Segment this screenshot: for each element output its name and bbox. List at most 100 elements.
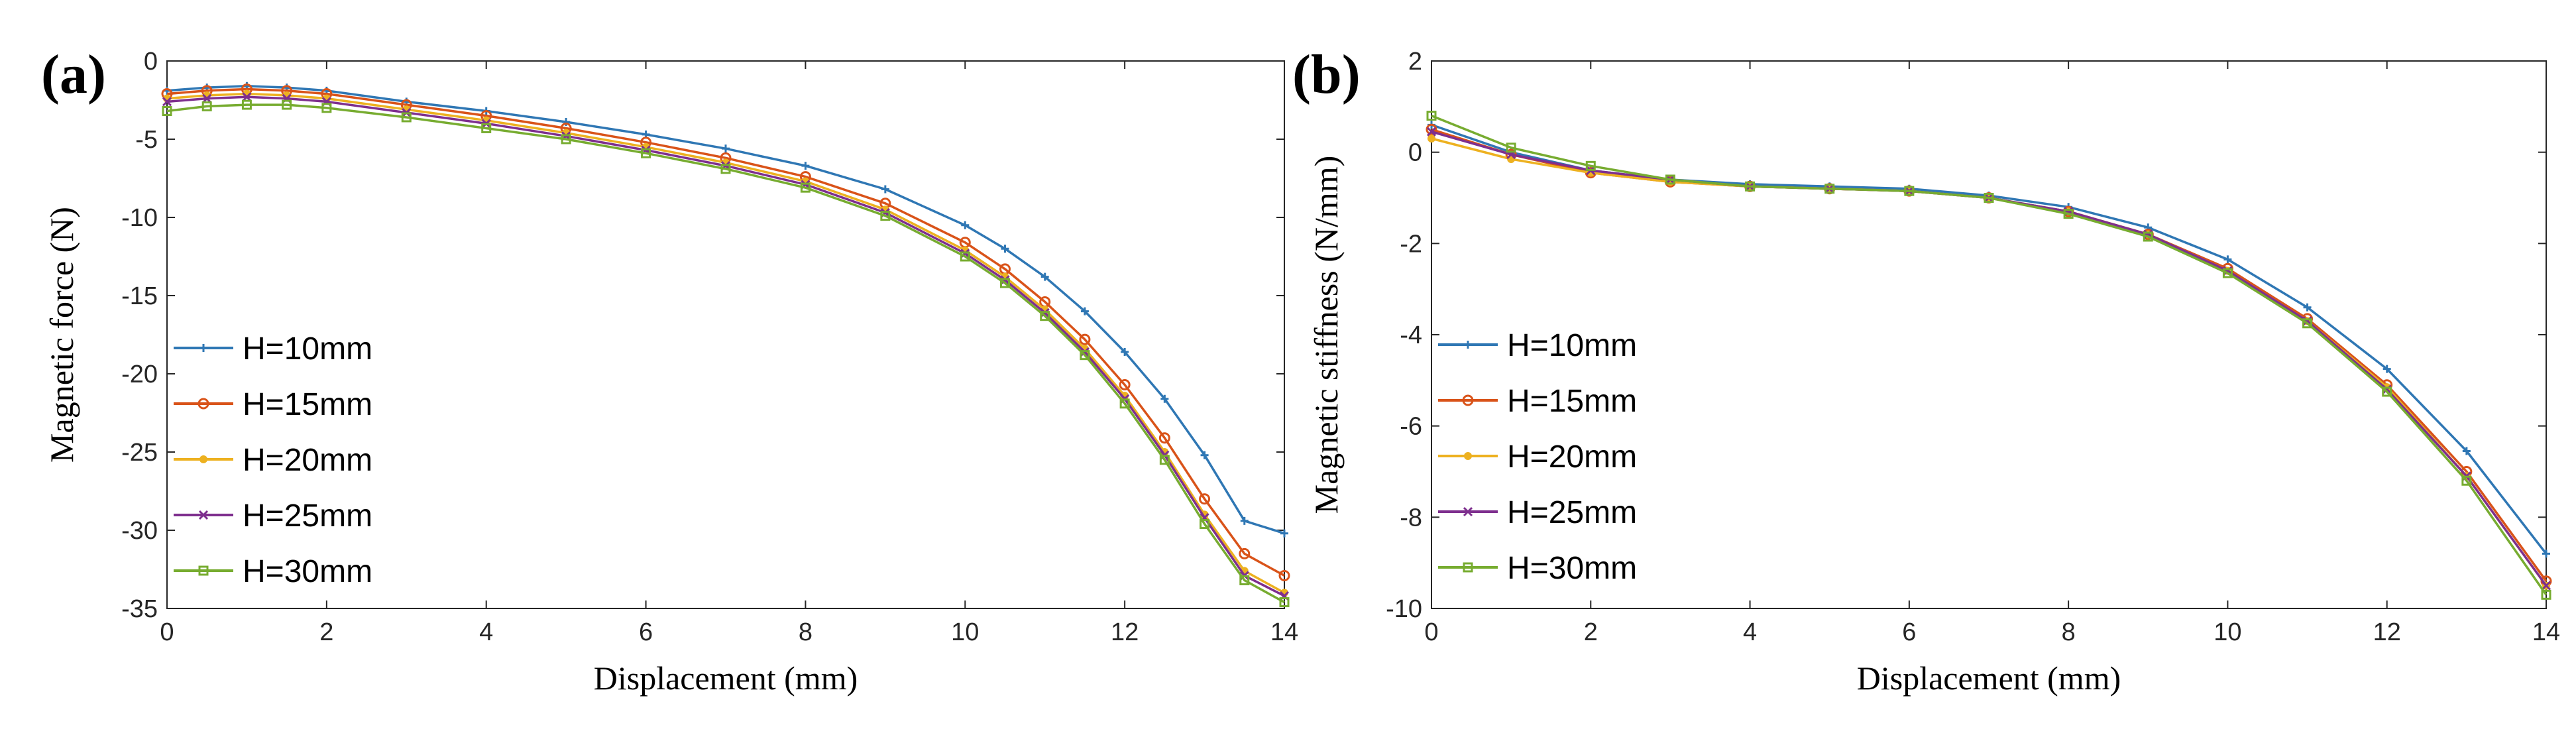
data-point (1119, 379, 1131, 391)
data-point (1279, 597, 1290, 608)
data-point (1159, 455, 1170, 465)
data-point (960, 251, 970, 262)
data-point (1239, 575, 1250, 586)
x-tick-label: 6 (1902, 618, 1916, 646)
x-tick-label: 4 (1743, 618, 1757, 646)
data-point (1824, 184, 1835, 194)
x-tick-label: 6 (639, 618, 653, 646)
chart-panel-b: 0 2 4 6 8 10 12 14 2 0 -2 -4 -6 -8 -10 Displacement (mm… (1292, 44, 2560, 697)
series-H=30mm (162, 99, 1290, 608)
legend-marker (197, 398, 209, 410)
data-point (1585, 160, 1596, 171)
y-tick-label: 2 (1408, 48, 1422, 76)
data-point (961, 221, 970, 229)
data-point (1904, 186, 1915, 196)
data-point (1080, 350, 1090, 361)
x-axis-label: Displacement (mm) (594, 659, 858, 697)
legend-marker (1463, 506, 1473, 517)
x-tick-label: 4 (479, 618, 493, 646)
y-tick-label: -20 (121, 361, 158, 388)
data-point (162, 106, 172, 117)
legend-label: H=10mm (243, 331, 372, 367)
y-tick-label: 0 (144, 48, 158, 76)
data-point (2382, 386, 2392, 397)
data-point (1426, 127, 1437, 137)
legend-label: H=20mm (243, 443, 372, 478)
legend-marker (1462, 394, 1474, 406)
x-tick-label: 10 (951, 618, 979, 646)
panel-label: (b) (1292, 44, 1361, 105)
data-point (481, 123, 492, 133)
data-point (2542, 549, 2550, 558)
y-tick-label: -35 (121, 595, 158, 623)
series-line (166, 87, 1285, 577)
legend-item: H=15mm (174, 387, 372, 422)
y-tick-label: -4 (1400, 321, 1422, 349)
data-point (2303, 303, 2312, 312)
data-point (1426, 111, 1437, 121)
data-point (1745, 181, 1756, 192)
x-tick-label: 2 (1584, 618, 1598, 646)
data-point (1199, 493, 1211, 505)
data-point (2382, 365, 2391, 373)
x-axis-label: Displacement (mm) (1857, 659, 2121, 697)
legend-item: H=20mm (1438, 439, 1637, 475)
data-point (1040, 272, 1049, 281)
x-tick-label: 0 (1424, 618, 1438, 646)
data-point (881, 185, 889, 194)
data-point (2541, 589, 2551, 600)
legend-label: H=30mm (1507, 551, 1637, 586)
x-tick-label: 14 (1270, 618, 1298, 646)
data-point (201, 101, 212, 111)
data-point (1984, 193, 1994, 203)
data-point (2462, 447, 2471, 455)
data-point (1426, 123, 1437, 135)
legend-item: H=10mm (1438, 328, 1637, 363)
data-point (880, 211, 891, 221)
legend-marker (198, 565, 209, 576)
data-point (1121, 347, 1129, 356)
y-tick-label: -8 (1400, 504, 1422, 532)
panel-label: (a) (41, 44, 106, 105)
legend-label: H=25mm (243, 498, 372, 534)
y-tick-label: -5 (135, 126, 158, 154)
data-point (1119, 398, 1130, 409)
x-tick-label: 14 (2532, 618, 2560, 646)
data-point (241, 99, 252, 110)
legend-marker (1464, 452, 1472, 460)
data-point (722, 144, 730, 153)
x-tick-label: 8 (799, 618, 812, 646)
x-tick-label: 8 (2062, 618, 2076, 646)
x-tick-label: 10 (2213, 618, 2241, 646)
data-point (1665, 174, 1675, 185)
legend-label: H=10mm (1507, 328, 1637, 363)
y-tick-label: -15 (121, 282, 158, 310)
y-tick-label: 0 (1408, 139, 1422, 167)
data-point (2461, 475, 2472, 486)
data-point (1506, 143, 1516, 153)
data-point (641, 148, 651, 158)
y-tick-label: -2 (1400, 230, 1422, 258)
data-point (800, 182, 811, 193)
chart-panel-a: 0 2 4 6 8 10 12 14 0 -5 -10 -15 -20 -25 -30 -35 Displace… (41, 44, 1298, 697)
y-axis-label: Magnetic force (N) (43, 207, 80, 463)
data-point (1200, 519, 1210, 530)
legend-label: H=15mm (243, 387, 372, 422)
y-tick-label: -30 (121, 517, 158, 545)
legend-item: H=30mm (174, 554, 372, 589)
data-point (1240, 516, 1249, 525)
legend-marker (1464, 341, 1472, 349)
legend-item: H=20mm (174, 443, 372, 478)
data-point (2063, 209, 2074, 219)
x-tick-label: 12 (2373, 618, 2401, 646)
y-tick-label: -6 (1400, 413, 1422, 441)
data-point (2143, 231, 2153, 242)
legend-item: H=25mm (1438, 495, 1637, 530)
data-point (1079, 333, 1091, 345)
series-H=10mm (163, 82, 1288, 538)
data-point (202, 93, 212, 103)
y-tick-label: -25 (121, 439, 158, 467)
data-point (2541, 581, 2551, 591)
data-point (720, 164, 731, 174)
